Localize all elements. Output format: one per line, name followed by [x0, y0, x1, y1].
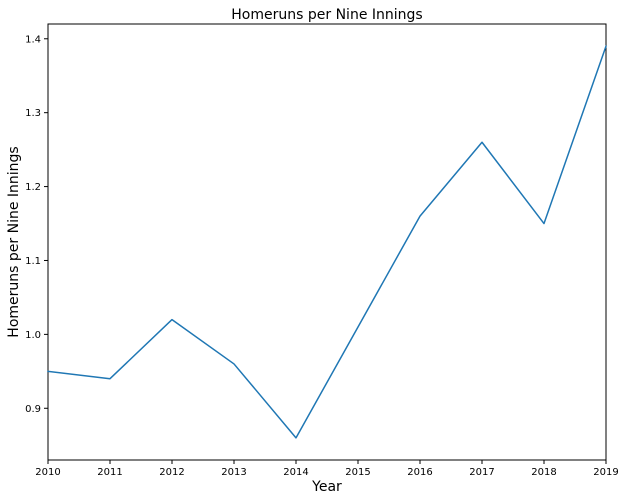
- x-tick-label: 2011: [97, 467, 122, 478]
- plot-frame: [47, 23, 607, 461]
- x-tick-label: 2019: [593, 467, 618, 478]
- y-tick-label: 1.3: [25, 108, 41, 119]
- series-layer: [47, 45, 607, 439]
- x-tick-label: 2014: [283, 467, 308, 478]
- y-axis-ticks: 0.9 1.0 1.1 1.2 1.3 1.4: [25, 34, 48, 415]
- x-tick-label: 2010: [35, 467, 60, 478]
- x-axis-ticks: 2010 2011 2012 2013 2014 2015 2016 2017 2018 2019: [35, 460, 619, 478]
- y-tick-label: 1.2: [25, 182, 41, 193]
- x-tick-label: 2015: [345, 467, 370, 478]
- y-tick-label: 1.1: [25, 256, 41, 267]
- x-tick-label: 2018: [531, 467, 556, 478]
- chart-title: Homeruns per Nine Innings: [231, 7, 422, 23]
- series-line: [47, 45, 607, 439]
- x-tick-label: 2017: [469, 467, 494, 478]
- x-tick-label: 2013: [221, 467, 246, 478]
- y-tick-label: 1.0: [25, 330, 41, 341]
- x-axis-title: Year: [311, 479, 342, 495]
- y-tick-label: 1.4: [25, 34, 41, 45]
- x-tick-label: 2016: [407, 467, 432, 478]
- x-tick-label: 2012: [159, 467, 184, 478]
- plot-area: 0.91.01.11.21.31.4 2010 2011 2012 2013 2014 2…: [25, 23, 619, 478]
- y-tick-label: 0.9: [25, 404, 41, 415]
- y-axis-title: Homeruns per Nine Innings: [6, 146, 22, 337]
